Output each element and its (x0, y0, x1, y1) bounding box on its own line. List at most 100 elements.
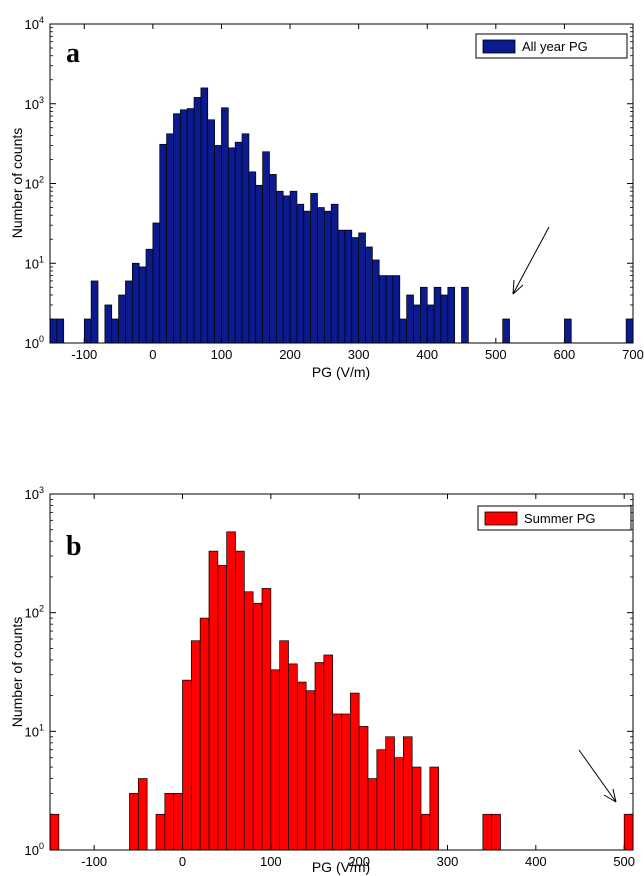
histogram-bar-a (193, 97, 202, 344)
histogram-bar-b (385, 736, 395, 851)
histogram-bar-a (564, 318, 572, 344)
histogram-bar-a (324, 210, 332, 344)
histogram-bar-a (118, 294, 126, 344)
histogram-bar-b (491, 813, 501, 851)
histogram-bar-a (90, 280, 99, 344)
histogram-bar-a (502, 318, 510, 344)
histogram-bar-a (269, 174, 277, 344)
histogram-bar-b (173, 793, 183, 851)
x-tick-label-a: 0 (149, 347, 156, 362)
x-tick-label-b: -100 (81, 854, 107, 869)
histogram-bar-a (125, 280, 133, 344)
histogram-bar-a (330, 203, 339, 344)
y-tick-label-a: 102 (25, 175, 44, 192)
histogram-bar-b (243, 591, 254, 851)
histogram-bar-a (378, 275, 387, 344)
histogram-bar-a (426, 304, 435, 344)
x-tick-label-b: 0 (179, 854, 186, 869)
histogram-bar-a (152, 222, 161, 344)
histogram-bar-b (226, 531, 236, 851)
histogram-bar-b (164, 793, 175, 851)
legend-a: All year PG (475, 33, 628, 59)
histogram-bar-a (351, 237, 360, 344)
y-tick-label-b: 100 (25, 841, 44, 858)
histogram-bar-b (190, 640, 201, 851)
histogram-bar-a (358, 232, 366, 344)
histogram-bar-a (296, 203, 305, 344)
histogram-bar-a (173, 113, 181, 344)
histogram-bar-a (56, 318, 65, 344)
histogram-bar-a (131, 262, 140, 344)
histogram-bar-b (252, 602, 263, 851)
histogram-bar-a (234, 141, 243, 344)
y-tick-label-a: 103 (25, 95, 44, 112)
histogram-bar-a (262, 151, 270, 344)
y-tick-label-b: 103 (25, 485, 44, 502)
x-axis-label-b: PG (V/m) (312, 859, 370, 875)
histogram-bar-a (440, 294, 449, 344)
bars-b (49, 531, 634, 851)
histogram-bar-a (49, 318, 58, 344)
x-tick-label-b: 300 (437, 854, 459, 869)
histogram-bar-b (394, 757, 404, 851)
histogram-bar-a (241, 133, 250, 344)
histogram-bar-b (402, 736, 413, 851)
histogram-bar-a (145, 248, 154, 344)
histogram-bar-b (376, 749, 387, 851)
histogram-bar-a (282, 195, 291, 344)
histogram-bar-b (235, 550, 245, 851)
histogram-bar-a (159, 143, 167, 344)
annotation-arrow-b (578, 749, 617, 803)
histogram-bar-a (186, 108, 195, 344)
x-ticks-b: -100 0 100 200 300 400 500 (81, 494, 635, 869)
histogram-bar-a (227, 147, 236, 344)
histogram-bar-a (83, 318, 92, 344)
histogram-bar-a (179, 109, 188, 344)
histogram-bar-a (310, 193, 318, 344)
histogram-bar-a (200, 87, 209, 344)
plot-frame-b (49, 493, 634, 851)
x-ticks-a: -100 0 100 200 300 400 500 600 700 (71, 24, 644, 362)
y-tick-label-a: 101 (25, 254, 44, 271)
histogram-bar-b (129, 793, 139, 851)
histogram-bar-b (182, 679, 192, 851)
histogram-bar-b (208, 550, 219, 851)
histogram-bar-b (279, 640, 289, 851)
histogram-bar-b (341, 713, 351, 851)
x-tick-label-a: 700 (622, 347, 644, 362)
histogram-bar-a (447, 286, 456, 344)
histogram-bar-a (221, 107, 229, 344)
legend-swatch-a (482, 39, 516, 54)
histogram-bar-a (207, 119, 215, 344)
panel-letter-a: a (66, 38, 80, 69)
histogram-bar-a (138, 266, 147, 344)
histogram-bar-a (433, 286, 442, 344)
histogram-bar-b (261, 588, 272, 851)
histogram-bar-b (217, 565, 228, 851)
histogram-bar-a (248, 171, 257, 344)
histogram-bar-a (365, 246, 373, 344)
x-tick-label-b: 100 (260, 854, 282, 869)
legend-b: Summer PG (477, 505, 632, 531)
histogram-bar-b (367, 778, 378, 851)
histogram-bar-b (332, 713, 342, 851)
legend-swatch-b (484, 511, 518, 526)
histogram-bar-a (399, 318, 408, 344)
histogram-bar-b (358, 726, 369, 851)
x-tick-label-b: 400 (525, 854, 547, 869)
y-axis-label-a: Number of counts (9, 128, 25, 239)
bars-a (49, 87, 634, 344)
annotation-arrow-a (512, 226, 550, 295)
x-tick-label-a: 200 (279, 347, 301, 362)
histogram-bar-b (420, 813, 431, 851)
histogram-bar-b (411, 766, 422, 851)
histogram-bar-a (104, 304, 113, 344)
histogram-bar-a (385, 275, 394, 344)
histogram-bar-a (406, 294, 414, 344)
x-tick-label-a: 400 (416, 347, 438, 362)
histogram-bar-b (49, 813, 60, 851)
panel-letter-b: b (66, 531, 82, 562)
histogram-bar-b (155, 813, 166, 851)
histogram-bar-a (255, 184, 263, 344)
